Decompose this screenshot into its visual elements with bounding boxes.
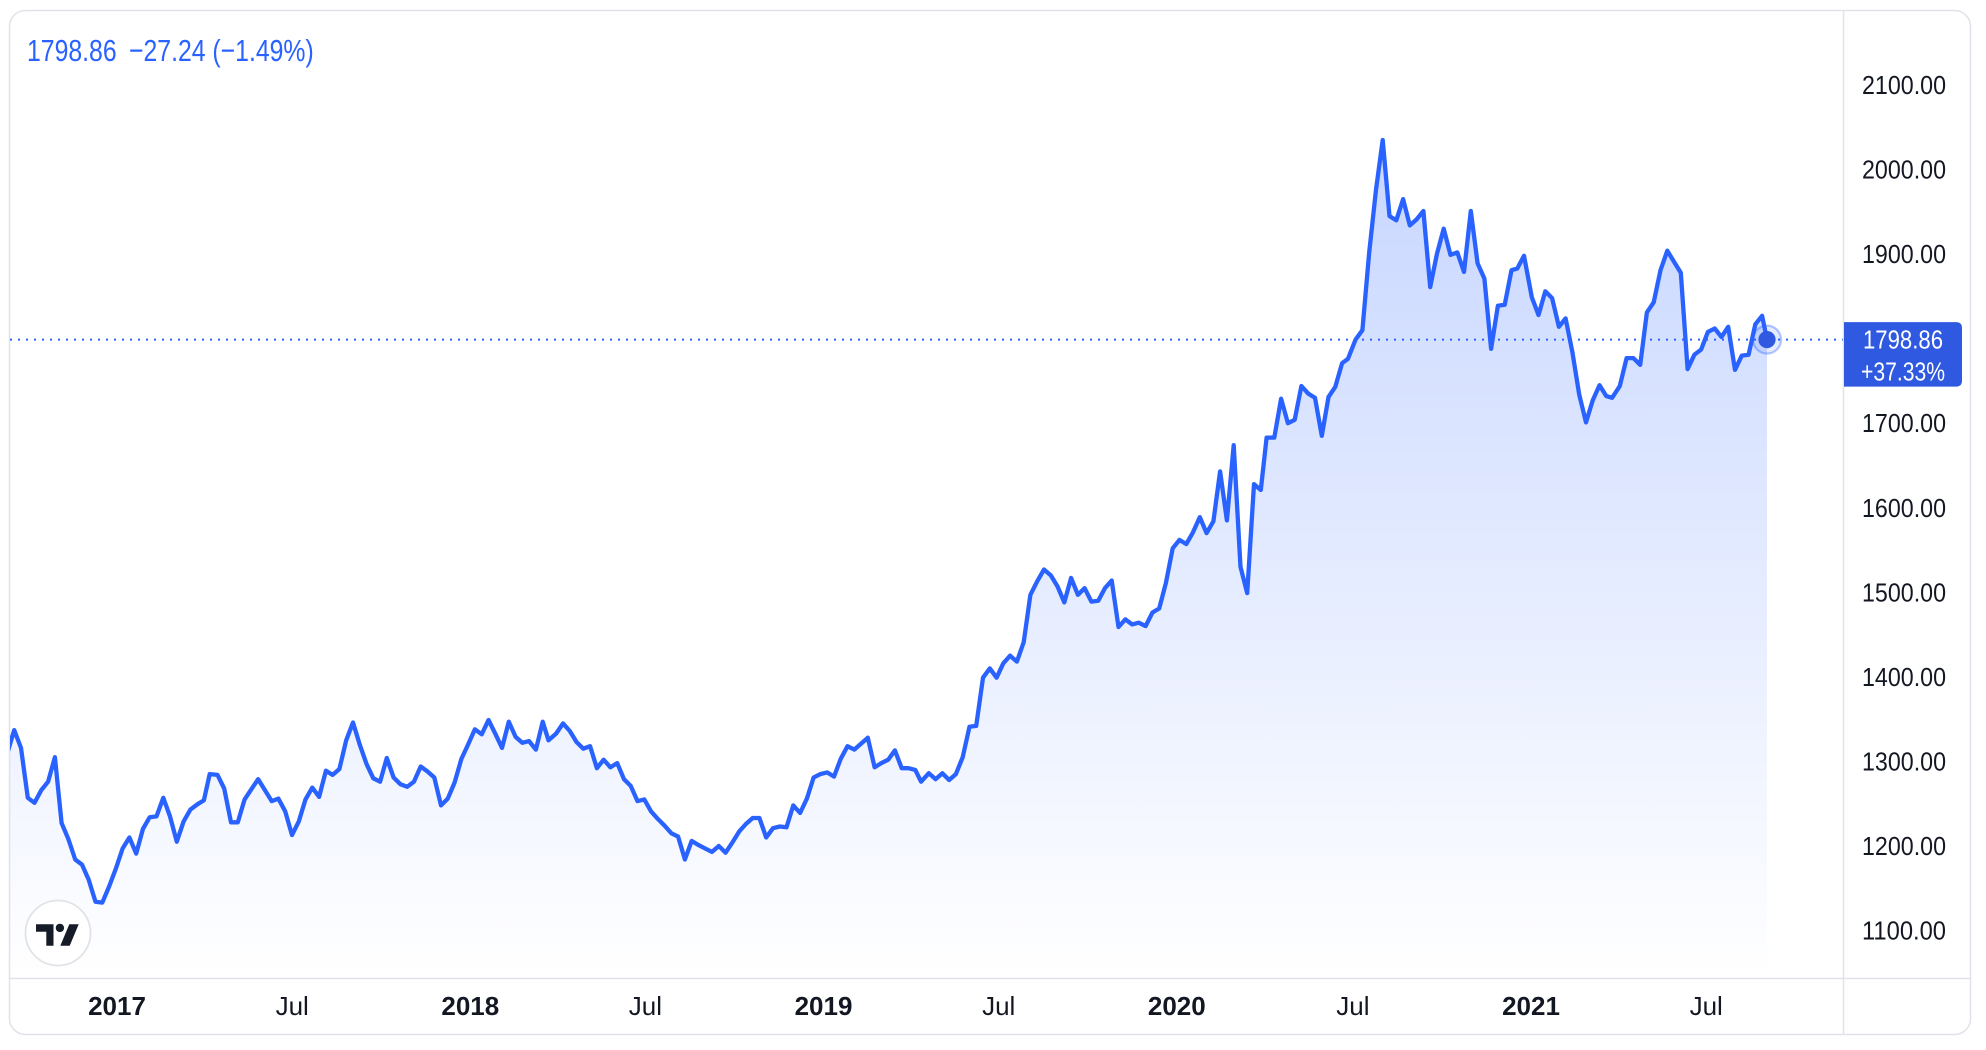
- svg-text:1100.00: 1100.00: [1862, 916, 1946, 946]
- svg-text:1600.00: 1600.00: [1862, 493, 1946, 523]
- svg-text:1900.00: 1900.00: [1862, 239, 1946, 269]
- svg-text:1400.00: 1400.00: [1862, 662, 1946, 692]
- svg-text:2020: 2020: [1148, 991, 1206, 1021]
- svg-text:1700.00: 1700.00: [1862, 408, 1946, 438]
- svg-text:1300.00: 1300.00: [1862, 746, 1946, 776]
- svg-text:1200.00: 1200.00: [1862, 831, 1946, 861]
- svg-text:1798.86 −27.24 (−1.49%): 1798.86 −27.24 (−1.49%): [27, 33, 314, 67]
- svg-text:Jul: Jul: [982, 991, 1015, 1021]
- svg-text:2017: 2017: [88, 991, 146, 1021]
- svg-text:1500.00: 1500.00: [1862, 577, 1946, 607]
- svg-text:2021: 2021: [1502, 991, 1560, 1021]
- svg-text:Jul: Jul: [1336, 991, 1369, 1021]
- svg-text:Jul: Jul: [276, 991, 309, 1021]
- svg-text:Jul: Jul: [629, 991, 662, 1021]
- svg-text:1798.86: 1798.86: [1863, 325, 1943, 355]
- svg-text:2100.00: 2100.00: [1862, 70, 1946, 100]
- svg-text:2019: 2019: [795, 991, 853, 1021]
- svg-text:2018: 2018: [441, 991, 499, 1021]
- svg-text:+37.33%: +37.33%: [1861, 357, 1945, 387]
- svg-text:2000.00: 2000.00: [1862, 155, 1946, 185]
- svg-text:Jul: Jul: [1690, 991, 1723, 1021]
